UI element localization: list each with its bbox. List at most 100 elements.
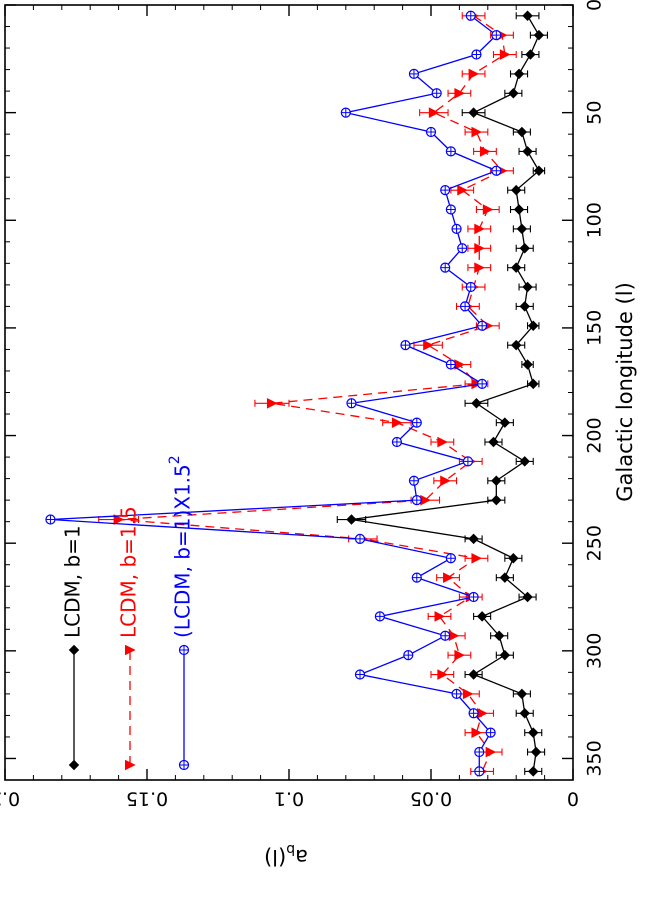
y-tick-label-group: 0.1 <box>274 788 304 810</box>
data-point-triangle <box>471 552 483 564</box>
data-point-circle-plus <box>468 591 479 603</box>
series-2 <box>98 10 517 777</box>
data-point-triangle <box>437 436 448 448</box>
data-point-circle-plus <box>178 759 190 771</box>
data-point-diamond <box>346 514 357 525</box>
y-axis-label-paren: (l) <box>264 845 286 869</box>
data-point-triangle <box>471 126 483 138</box>
series-layer <box>45 10 548 777</box>
data-point-circle-plus <box>451 223 462 234</box>
data-point-circle-plus <box>445 146 456 157</box>
y-tick-label: 0 <box>567 788 579 810</box>
data-point-diamond <box>516 688 528 700</box>
data-point-circle-plus <box>485 727 496 738</box>
data-point-triangle <box>440 475 451 487</box>
legend-label-group: (LCDM, b=1)X1.52 <box>167 455 195 638</box>
data-point-triangle <box>479 146 491 157</box>
data-point-circle-plus <box>457 243 468 254</box>
x-tick-label-group: 250 <box>584 525 606 561</box>
data-point-circle-plus <box>408 68 420 79</box>
y-tick-label: 0.2 <box>0 788 20 810</box>
data-point-circle-plus <box>477 320 488 331</box>
data-point-diamond <box>468 669 479 680</box>
data-point-diamond <box>522 146 533 157</box>
legend-entry: (LCDM, b=1)X1.52 <box>167 455 195 771</box>
x-tick-label: 150 <box>584 310 606 346</box>
data-point-diamond <box>68 759 80 771</box>
legend-entry: LCDM, b=1 <box>61 525 85 771</box>
y-tick-label: 0.15 <box>126 788 168 810</box>
data-point-circle-plus <box>491 30 502 41</box>
data-point-triangle <box>443 572 454 583</box>
data-point-triangle <box>434 611 446 622</box>
data-point-triangle <box>471 727 483 738</box>
data-point-circle-plus <box>445 359 456 370</box>
data-point-diamond <box>491 494 502 506</box>
data-point-diamond <box>499 649 511 661</box>
y-tick-label-group: 0.15 <box>126 788 168 810</box>
data-point-triangle <box>468 68 480 80</box>
data-point-circle-plus <box>471 49 482 60</box>
data-point-diamond <box>528 727 539 738</box>
series-line <box>50 15 499 772</box>
legend-label-superscript: 2 <box>167 455 183 464</box>
data-point-triangle <box>423 339 434 351</box>
data-point-triangle <box>266 397 278 409</box>
data-point-circle-plus <box>451 688 462 699</box>
plot-frame <box>4 4 574 781</box>
data-point-circle-plus <box>354 669 366 680</box>
data-point-triangle <box>499 49 511 60</box>
data-point-triangle <box>428 107 440 118</box>
data-point-diamond <box>513 204 525 215</box>
data-point-circle-plus <box>408 475 420 486</box>
data-point-circle-plus <box>346 398 357 409</box>
data-point-circle-plus <box>477 378 488 389</box>
x-axis-label: Galactic longitude (l) <box>613 282 637 502</box>
data-point-triangle <box>462 688 474 700</box>
x-tick-label: 250 <box>584 525 606 561</box>
data-point-circle-plus <box>431 88 442 99</box>
data-point-diamond <box>468 533 479 545</box>
data-point-diamond <box>510 262 522 273</box>
data-point-diamond <box>528 378 539 390</box>
x-tick-label-group: 350 <box>584 740 606 776</box>
data-point-triangle <box>471 378 483 390</box>
data-point-triangle <box>474 242 485 254</box>
data-point-diamond <box>513 68 525 80</box>
data-point-circle-plus <box>411 572 422 583</box>
legend-label-group: LCDM, b=1 <box>61 525 85 638</box>
y-tick-label: 0.1 <box>274 788 304 810</box>
legend-label: LCDM, b=1 <box>61 525 85 638</box>
data-point-diamond <box>530 746 542 758</box>
data-point-circle-plus <box>459 301 471 312</box>
data-point-diamond <box>519 301 530 312</box>
data-point-circle-plus <box>440 185 451 196</box>
data-point-triangle <box>457 184 468 196</box>
y-tick-label-group: 0.2 <box>0 788 20 810</box>
x-tick-label-group: 200 <box>584 417 606 453</box>
data-point-diamond <box>471 398 482 409</box>
x-tick-label-group: 300 <box>584 633 606 669</box>
data-point-diamond <box>516 126 528 138</box>
data-point-diamond <box>525 49 536 60</box>
data-point-diamond <box>68 644 80 656</box>
x-tick-label: 0 <box>584 0 606 11</box>
series-line <box>118 15 506 772</box>
legend-label: (LCDM, b=1)X1.52 <box>167 455 195 638</box>
legend: LCDM, b=1 LCDM, b=1.5 (LCDM, b=1)X1.52 <box>61 455 195 771</box>
data-point-diamond <box>519 708 530 719</box>
x-tick-label-group: 0 <box>584 0 606 11</box>
data-point-circle-plus <box>391 436 403 448</box>
data-point-diamond <box>468 107 479 118</box>
data-point-diamond <box>522 359 533 370</box>
data-point-triangle <box>448 630 460 642</box>
data-point-diamond <box>522 591 533 603</box>
data-point-diamond <box>519 456 530 467</box>
y-axis-label-main: a <box>295 845 308 869</box>
data-point-circle-plus <box>474 746 485 758</box>
data-point-diamond <box>493 630 505 641</box>
data-point-circle-plus <box>340 107 351 118</box>
x-tick-label-group: 100 <box>584 202 606 238</box>
data-point-diamond <box>508 88 519 99</box>
